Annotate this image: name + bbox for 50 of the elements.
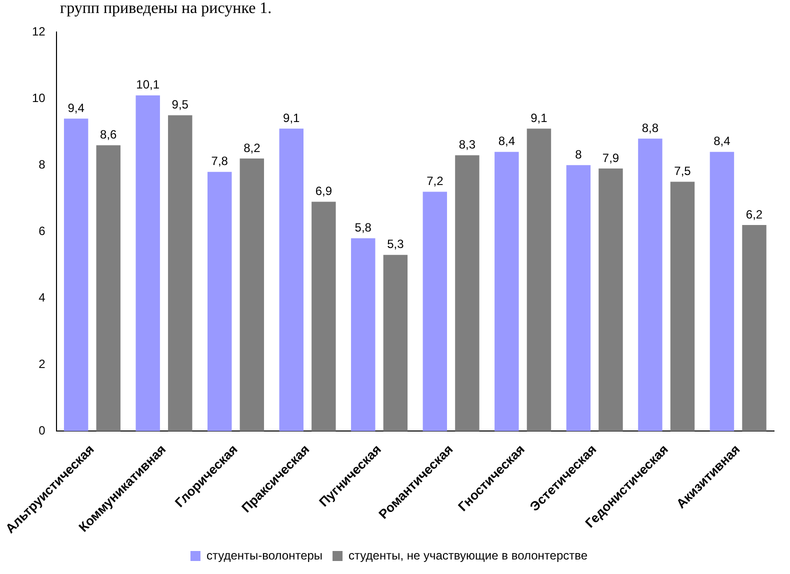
bar [96,145,120,432]
bar [208,172,232,432]
bar [742,225,766,432]
data-label: 8,2 [244,140,261,155]
bar [312,202,336,432]
bar [598,168,623,432]
data-label: 10,1 [136,78,160,92]
data-label: 7,2 [426,174,444,188]
data-label: 5,8 [354,220,372,235]
data-label: 9,1 [530,110,548,125]
bar [526,128,552,432]
bar [136,95,160,432]
bar [168,115,192,432]
data-label: 8,4 [714,134,731,148]
bar [710,152,734,432]
data-label: 6,9 [315,184,332,198]
data-label: 9,4 [68,100,85,115]
text: групп приведены на рисунке 1. [60,0,272,18]
y-tick-label: 4 [38,290,46,304]
y-tick-label: 0 [38,423,46,438]
data-label: 5,3 [387,237,404,252]
data-label: 7,9 [602,150,620,165]
bar [455,155,480,432]
data-label: 8 [575,147,582,162]
data-label: 8,4 [498,134,516,148]
bar [279,128,304,432]
bar [64,118,88,432]
data-label: 8,6 [100,128,118,142]
legend-label: студенты, не участвующие в волонтерстве [348,548,588,562]
bar [638,138,662,432]
data-label: 8,8 [642,120,659,135]
bar [670,182,695,432]
bar [383,254,408,432]
y-tick-label: 12 [32,24,46,39]
bar [494,152,519,432]
bar [351,238,376,432]
bar [566,165,591,432]
y-tick-label: 2 [38,356,46,371]
data-label: 8,3 [458,138,476,152]
data-label: 7,5 [674,164,692,178]
data-label: 9,1 [283,110,300,125]
y-tick-label: 6 [38,224,46,238]
data-label: 9,5 [172,98,189,112]
data-label: 6,2 [746,207,763,222]
bar [240,158,264,432]
legend-label: студенты-волонтеры [206,548,323,562]
y-tick-label: 10 [32,90,46,105]
y-tick-label: 8 [38,157,46,172]
data-label: 7,8 [211,154,228,168]
bar [422,192,448,432]
